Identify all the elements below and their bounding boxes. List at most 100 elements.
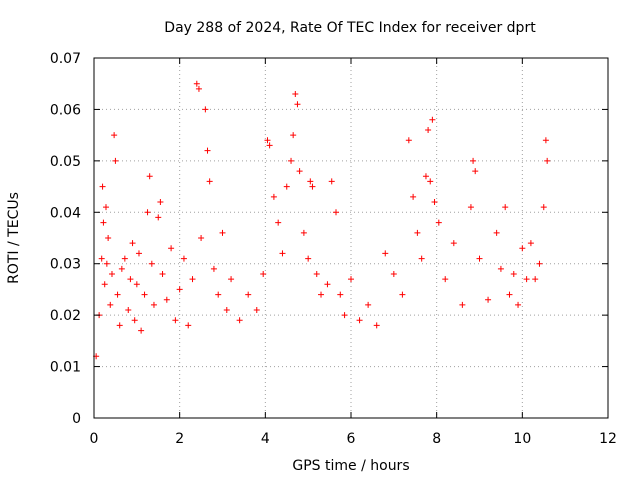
data-point: [270, 193, 277, 200]
data-points: [93, 80, 551, 360]
data-point: [324, 281, 331, 288]
x-tick-label: 6: [347, 431, 356, 447]
x-tick-label: 0: [90, 431, 99, 447]
data-point: [112, 157, 119, 164]
data-point: [159, 271, 166, 277]
data-point: [198, 235, 205, 241]
data-point: [121, 255, 128, 262]
data-point: [318, 291, 325, 298]
data-point: [485, 296, 492, 303]
y-axis-tick-labels: 0 0.01 0.02 0.03 0.04 0.05 0.06 0.07: [50, 51, 81, 427]
data-point: [431, 199, 438, 205]
data-point: [141, 291, 148, 298]
data-point: [116, 322, 123, 329]
data-point: [493, 229, 500, 236]
y-tick-label: 0: [72, 411, 81, 427]
data-point: [435, 219, 442, 226]
data-point: [414, 229, 421, 236]
data-point: [157, 199, 164, 205]
data-point: [333, 209, 340, 216]
data-point: [292, 91, 299, 97]
data-point: [542, 137, 549, 144]
data-point: [98, 255, 105, 262]
data-point: [532, 276, 539, 283]
data-point: [373, 322, 380, 329]
data-point: [429, 116, 436, 123]
data-point: [399, 291, 406, 298]
data-point: [422, 173, 429, 180]
data-point: [107, 301, 114, 308]
chart-title: Day 288 of 2024, Rate Of TEC Index for r…: [164, 20, 536, 36]
data-point: [219, 229, 226, 236]
data-point: [266, 142, 273, 149]
data-point: [180, 255, 187, 262]
data-point: [450, 240, 457, 247]
y-tick-label: 0.06: [50, 102, 81, 118]
data-point: [144, 209, 151, 216]
data-point: [127, 276, 134, 283]
x-tick-label: 8: [432, 431, 441, 447]
data-point: [544, 157, 551, 164]
y-axis-label: ROTI / TECUs: [6, 192, 22, 284]
data-point: [427, 178, 434, 185]
y-tick-label: 0.01: [50, 360, 81, 376]
data-point: [135, 250, 142, 257]
x-tick-label: 2: [175, 431, 184, 447]
data-point: [99, 183, 106, 190]
x-tick-label: 10: [513, 431, 531, 447]
data-point: [236, 317, 243, 324]
data-point: [204, 147, 211, 154]
data-point: [163, 296, 170, 303]
data-point: [497, 265, 504, 272]
data-point: [540, 204, 547, 211]
gridlines: [94, 58, 608, 418]
data-point: [111, 132, 118, 139]
data-point: [275, 219, 282, 226]
data-point: [202, 106, 209, 113]
data-point: [172, 317, 179, 324]
data-point: [519, 245, 526, 252]
axis-ticks: [93, 57, 609, 419]
data-point: [146, 173, 153, 180]
data-point: [138, 327, 145, 334]
data-point: [108, 271, 115, 277]
data-point: [210, 265, 217, 272]
data-point: [228, 276, 235, 283]
data-point: [102, 204, 109, 211]
y-tick-label: 0.03: [50, 257, 81, 273]
data-point: [150, 301, 157, 308]
data-point: [459, 301, 466, 308]
data-point: [476, 255, 483, 262]
data-point: [206, 178, 213, 185]
data-point: [148, 260, 155, 267]
data-point: [337, 291, 344, 298]
data-point: [296, 168, 303, 175]
data-point: [341, 312, 348, 319]
data-point: [168, 245, 175, 252]
data-point: [470, 157, 477, 164]
data-point: [288, 157, 295, 164]
data-point: [215, 291, 222, 298]
x-axis-label: GPS time / hours: [292, 458, 409, 474]
data-point: [309, 183, 316, 190]
y-tick-label: 0.05: [50, 154, 81, 170]
data-point: [283, 183, 290, 190]
data-point: [307, 178, 314, 185]
y-tick-label: 0.07: [50, 51, 81, 67]
data-point: [114, 291, 121, 298]
data-point: [294, 101, 301, 108]
data-point: [425, 127, 432, 133]
data-point: [410, 193, 417, 200]
data-point: [189, 276, 196, 283]
x-tick-label: 12: [599, 431, 617, 447]
data-point: [536, 260, 543, 267]
data-point: [155, 214, 162, 221]
data-point: [253, 307, 260, 313]
data-point: [313, 271, 320, 277]
y-tick-label: 0.04: [50, 205, 81, 221]
data-point: [176, 286, 183, 293]
data-point: [133, 281, 140, 288]
data-point: [195, 85, 202, 92]
data-point: [223, 307, 230, 313]
